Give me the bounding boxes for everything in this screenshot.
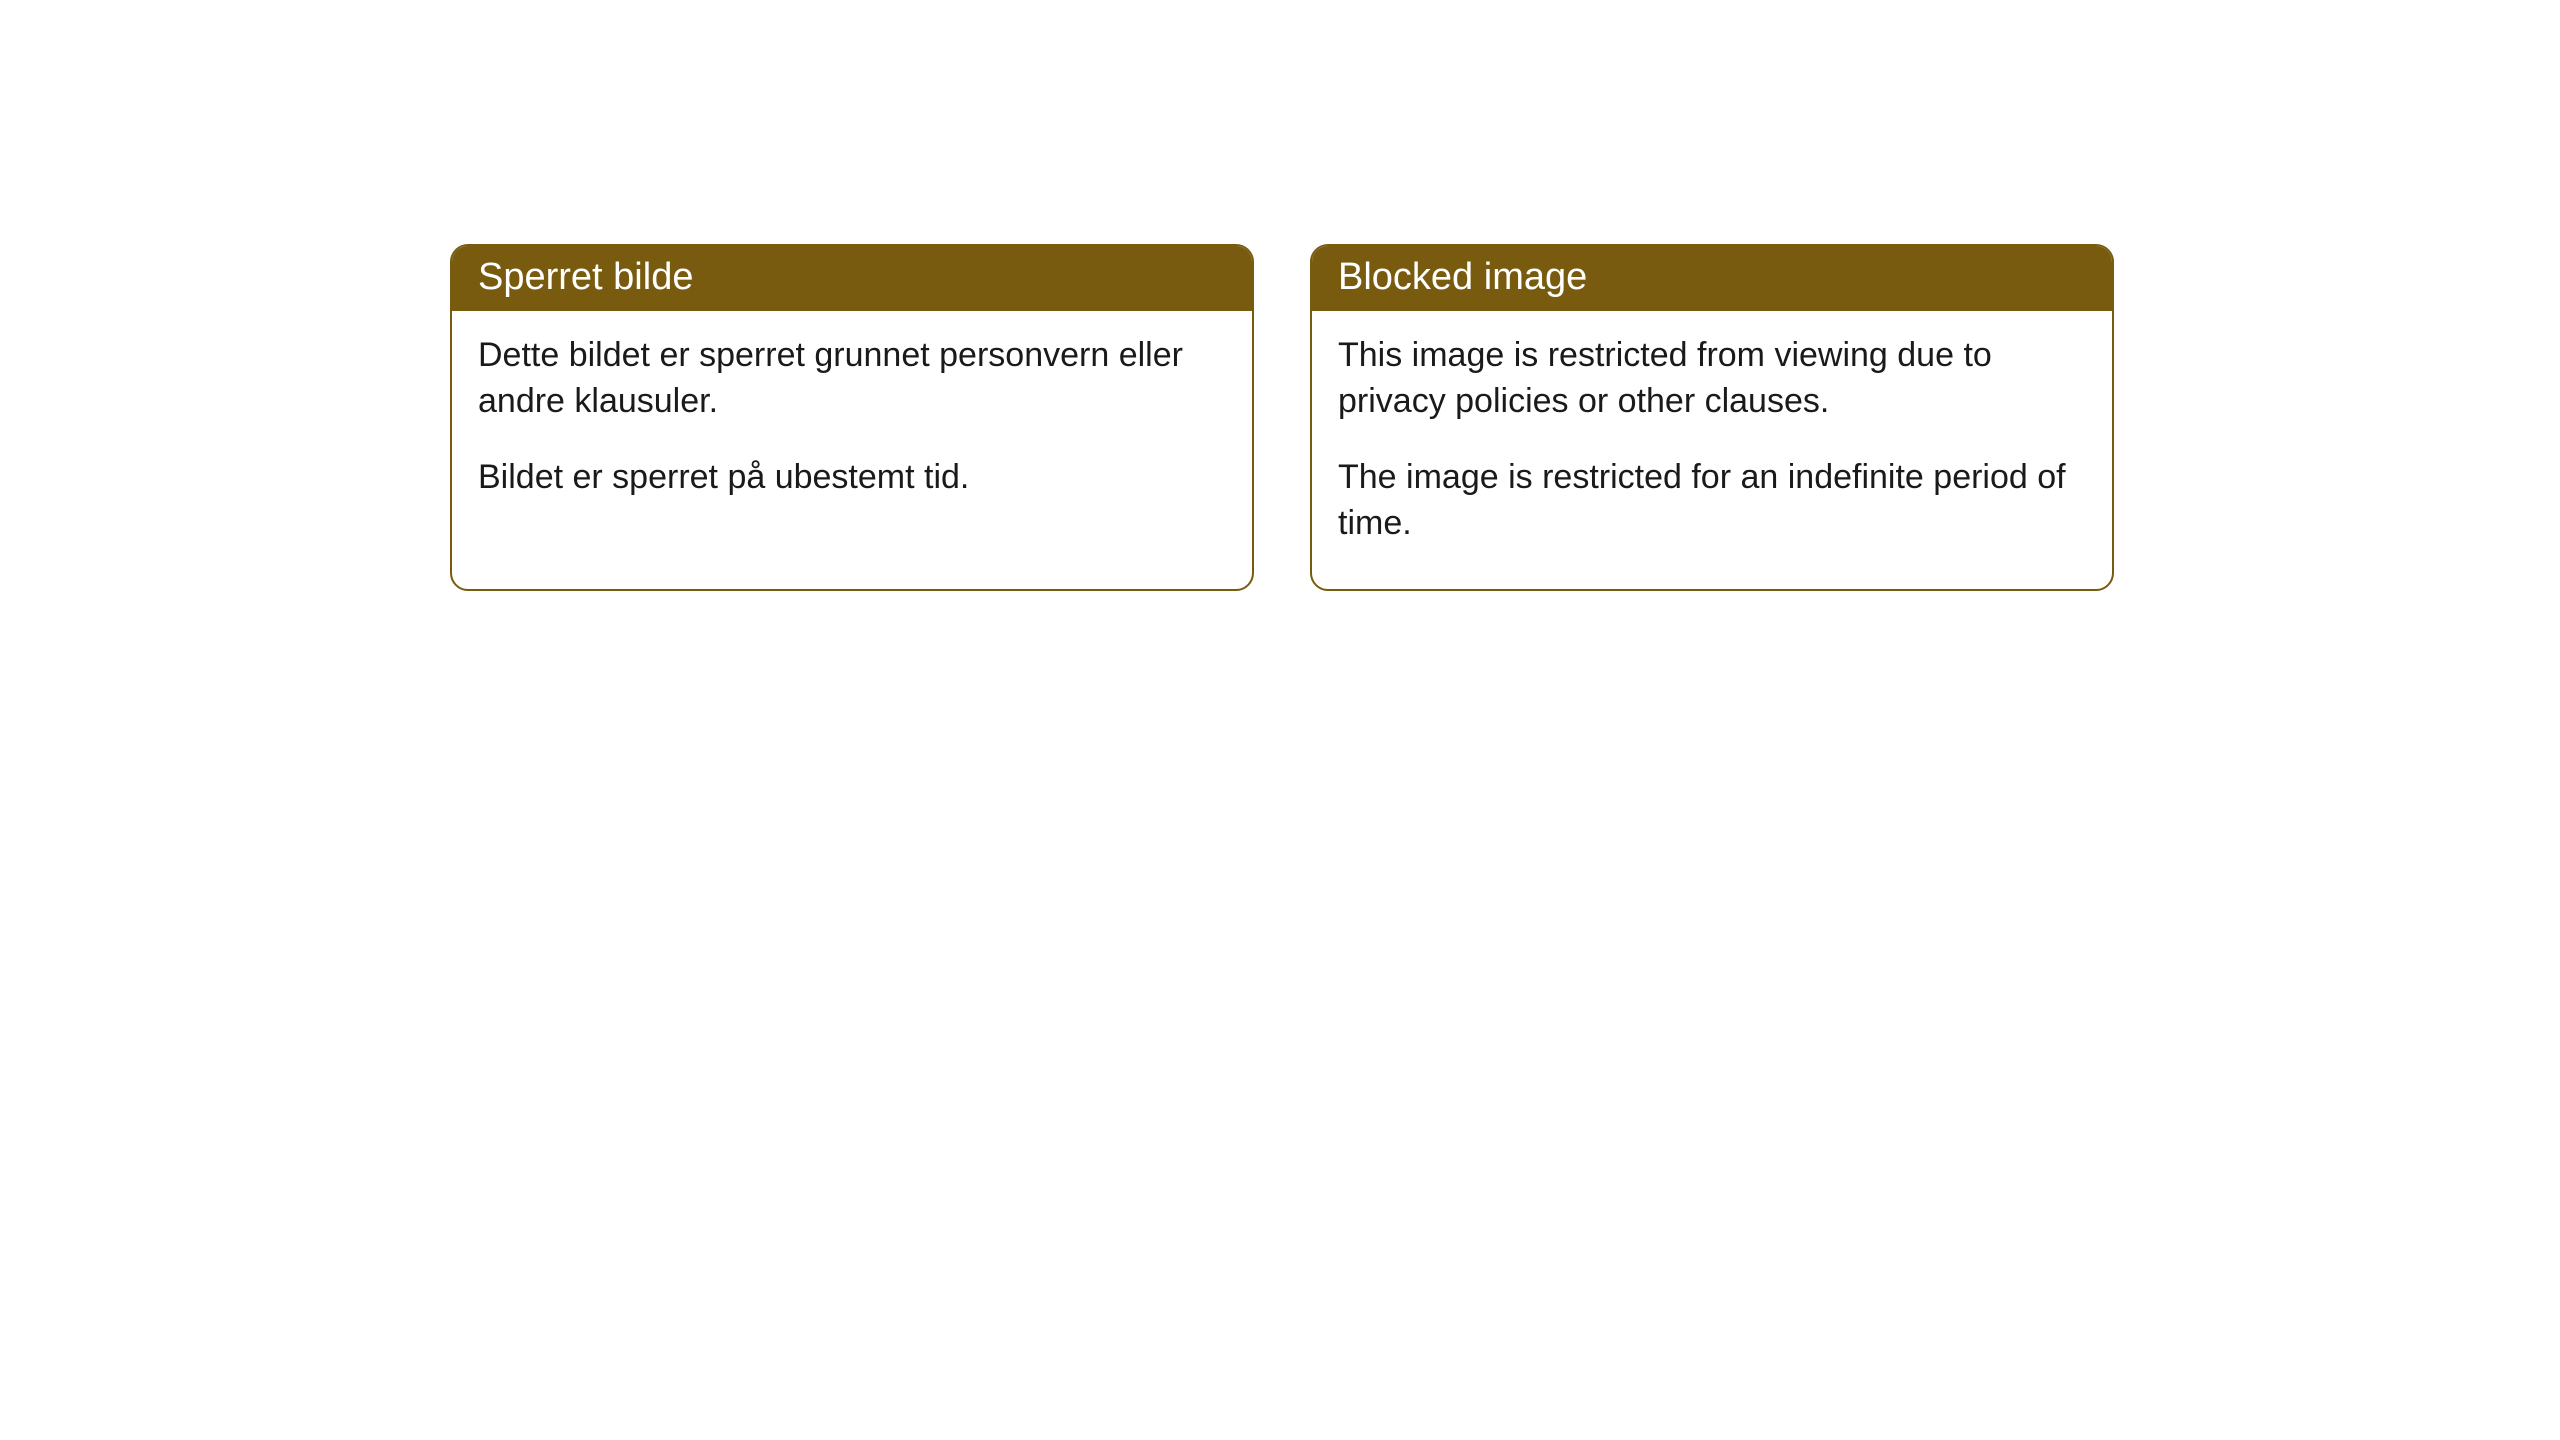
card-header: Blocked image [1312, 246, 2112, 311]
card-paragraph: Dette bildet er sperret grunnet personve… [478, 333, 1226, 425]
card-header: Sperret bilde [452, 246, 1252, 311]
card-paragraph: This image is restricted from viewing du… [1338, 333, 2086, 425]
card-body: This image is restricted from viewing du… [1312, 311, 2112, 589]
card-paragraph: The image is restricted for an indefinit… [1338, 455, 2086, 547]
blocked-image-card-english: Blocked image This image is restricted f… [1310, 244, 2114, 591]
cards-container: Sperret bilde Dette bildet er sperret gr… [450, 244, 2114, 591]
card-body: Dette bildet er sperret grunnet personve… [452, 311, 1252, 543]
blocked-image-card-norwegian: Sperret bilde Dette bildet er sperret gr… [450, 244, 1254, 591]
card-paragraph: Bildet er sperret på ubestemt tid. [478, 455, 1226, 501]
